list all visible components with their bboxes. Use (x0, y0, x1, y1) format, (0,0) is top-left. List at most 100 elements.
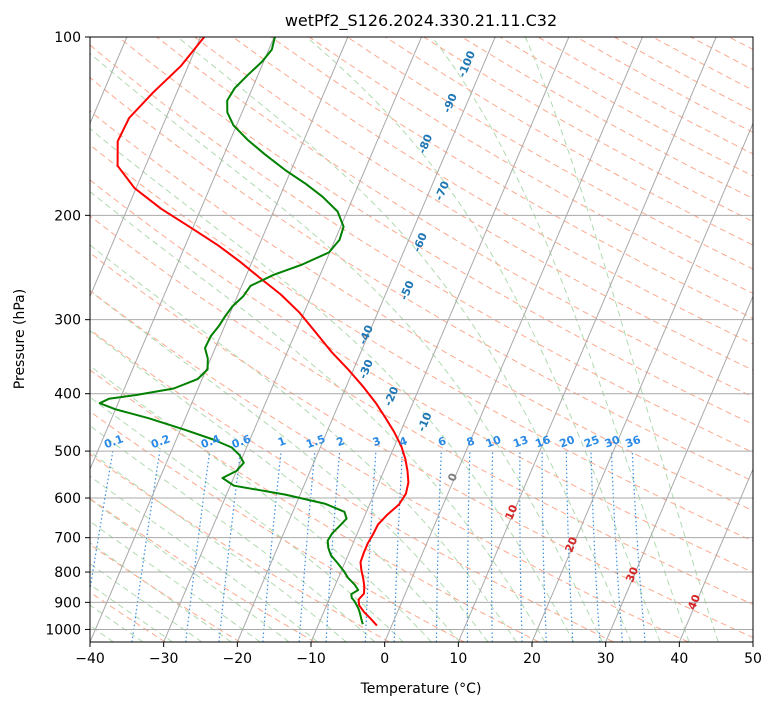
isotherm-line (90, 37, 201, 298)
mixing-ratio-label: 4 (397, 434, 409, 449)
x-tick-label: 50 (744, 651, 762, 667)
mixing-ratio-label: 6 (436, 434, 448, 449)
y-tick-label: 100 (54, 30, 81, 46)
x-tick-label: 40 (670, 651, 688, 667)
moist-adiabat-line (524, 37, 719, 642)
isotherm-label: 20 (562, 535, 580, 554)
temperature-trace (116, 37, 410, 627)
mixing-ratio-line (185, 451, 211, 642)
isotherm-line (605, 295, 753, 642)
moist-adiabat-line (90, 563, 203, 642)
mixing-ratio-label: 16 (533, 433, 552, 451)
y-axis-ticks: 100 200 300 400 500 600 700 800 900 1000 (45, 30, 90, 638)
y-tick-label: 500 (54, 444, 81, 460)
mixing-ratio-line (631, 451, 646, 642)
moist-adiabat-line (431, 37, 690, 642)
dry-adiabats (90, 37, 753, 642)
x-tick-label: −20 (223, 651, 253, 667)
sounding-traces (98, 37, 410, 627)
pressure-gridlines (90, 37, 753, 630)
isotherm-line (90, 37, 349, 642)
mixing-ratio-line (90, 450, 114, 594)
dry-adiabat-line (232, 37, 753, 345)
moist-adiabat-line (306, 37, 661, 642)
mixing-ratio-line (218, 451, 242, 642)
dry-adiabat-line (90, 44, 753, 453)
mixing-ratio-label: 0.6 (230, 432, 253, 451)
dry-adiabat-line (90, 76, 753, 482)
y-tick-label: 300 (54, 313, 81, 329)
mixing-ratio-line (262, 451, 282, 642)
isotherm-label: 30 (623, 565, 641, 584)
dry-adiabat-line (90, 453, 390, 642)
y-tick-label: 900 (54, 595, 81, 611)
mixing-ratio-line (298, 451, 316, 642)
isotherm-line (310, 37, 570, 642)
mixing-ratio-label: 10 (484, 433, 503, 451)
moist-adiabat-line (177, 37, 632, 642)
isotherm-line (384, 37, 643, 642)
mixing-ratio-label: 36 (624, 433, 643, 451)
y-tick-label: 200 (54, 208, 81, 224)
skewed-isotherms (90, 37, 753, 642)
isotherm-line (90, 37, 275, 471)
dry-adiabat-line (90, 498, 315, 642)
mixing-ratio-label: 30 (603, 433, 622, 451)
isotherm-line (236, 37, 496, 642)
x-tick-label: −30 (149, 651, 179, 667)
x-tick-label: 20 (523, 651, 541, 667)
isotherm-line (531, 122, 753, 642)
y-tick-label: 600 (54, 491, 81, 507)
x-tick-label: 30 (597, 651, 615, 667)
chart-title: wetPf2_S126.2024.330.21.11.C32 (285, 11, 557, 31)
x-tick-label: 0 (380, 651, 389, 667)
mixing-ratio-label: 0.4 (199, 432, 222, 451)
moist-adiabat-line (90, 290, 489, 642)
plot-frame (89, 36, 754, 643)
moist-adiabats (90, 37, 719, 642)
mixing-ratio-label: 0.1 (102, 432, 125, 451)
moist-adiabat-line (90, 425, 376, 642)
mixing-ratio-label: 2 (335, 434, 347, 449)
y-tick-label: 800 (54, 565, 81, 581)
moist-adiabat-line (90, 127, 575, 642)
isotherm-line (457, 37, 717, 642)
x-tick-label: −40 (75, 651, 105, 667)
y-tick-label: 700 (54, 531, 81, 547)
x-tick-label: 10 (449, 651, 467, 667)
dry-adiabat-line (90, 179, 753, 573)
dewpoint-trace (98, 37, 364, 625)
moist-adiabat-line (90, 52, 603, 642)
y-axis-label: Pressure (hPa) (12, 289, 28, 389)
mixing-ratio-label: 1 (276, 434, 288, 449)
dry-adiabat-line (90, 369, 540, 642)
dry-adiabat-line (90, 110, 753, 512)
isotherm-line (678, 467, 753, 642)
isotherm-line (163, 37, 422, 642)
moist-adiabat-line (90, 520, 261, 642)
mixing-ratio-label: 25 (582, 433, 601, 450)
dry-adiabat-line (194, 37, 753, 371)
moist-adiabat-line (90, 498, 290, 642)
isotherm-label: 10 (503, 502, 521, 521)
dry-adiabat-line (90, 144, 753, 542)
y-tick-label: 400 (54, 387, 81, 403)
dry-adiabat-line (90, 215, 753, 606)
mixing-ratio-label: 13 (511, 433, 530, 450)
x-axis-ticks: −40 −30 −20 −10 0 10 20 30 40 50 (75, 642, 762, 667)
x-tick-label: −10 (296, 651, 326, 667)
moist-adiabat-line (90, 330, 461, 642)
moist-adiabat-line (90, 542, 232, 642)
moist-adiabat-line (90, 365, 432, 642)
mixing-ratio-label: 1.5 (304, 432, 327, 451)
y-tick-label: 1000 (45, 622, 81, 638)
dry-adiabat-line (90, 252, 753, 639)
isotherm-label: 40 (685, 592, 703, 611)
mixing-ratio-label: 20 (558, 433, 577, 451)
moist-adiabat-line (90, 244, 517, 642)
mixing-ratio-label: 3 (371, 434, 383, 449)
mixing-ratio-label: 0.2 (149, 432, 172, 451)
moist-adiabat-line (90, 583, 173, 642)
